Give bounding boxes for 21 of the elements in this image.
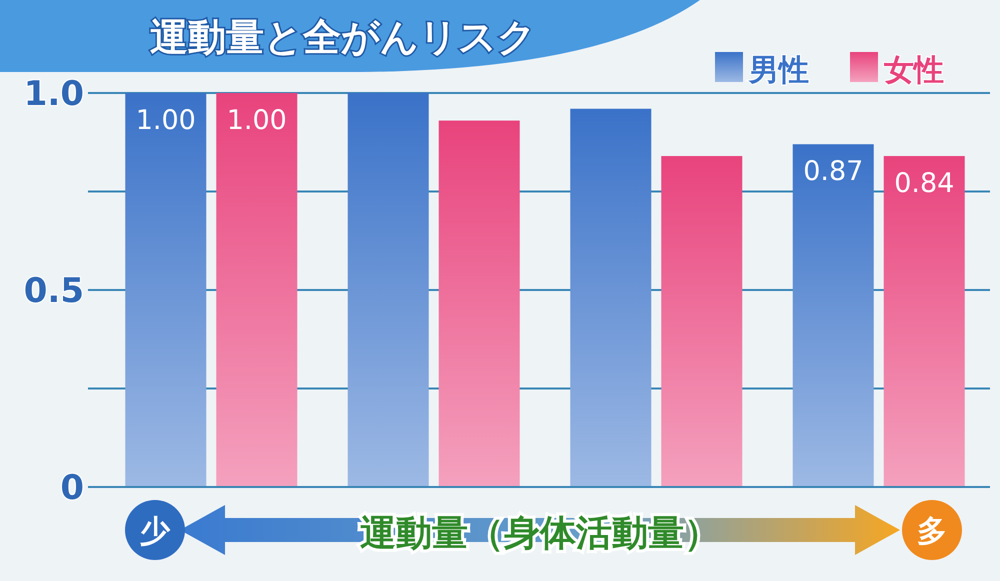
data-label: 0.84 (894, 168, 954, 200)
y-tick-label: 0.5 (24, 271, 84, 311)
bar (348, 93, 429, 487)
bar (792, 144, 874, 487)
legend-label: 女性 (883, 53, 944, 88)
data-label: 1.00 (136, 105, 196, 136)
title: 運動量と全がんリスク (0, 0, 700, 72)
bar (216, 93, 298, 487)
bar (884, 156, 965, 487)
bar (125, 93, 206, 487)
text: 少 (140, 514, 171, 549)
bar (570, 108, 652, 487)
y-tick-label: 1.0 (24, 74, 84, 114)
bar (438, 120, 520, 487)
data-label: 0.87 (803, 156, 864, 188)
legend-label: 男性 (748, 53, 809, 88)
bar (661, 156, 742, 487)
data-label: 1.00 (226, 105, 287, 136)
chart-title: 運動量と全がんリスク (150, 15, 536, 59)
y-tick-label: 0 (60, 468, 84, 508)
text: 多 (917, 514, 947, 549)
